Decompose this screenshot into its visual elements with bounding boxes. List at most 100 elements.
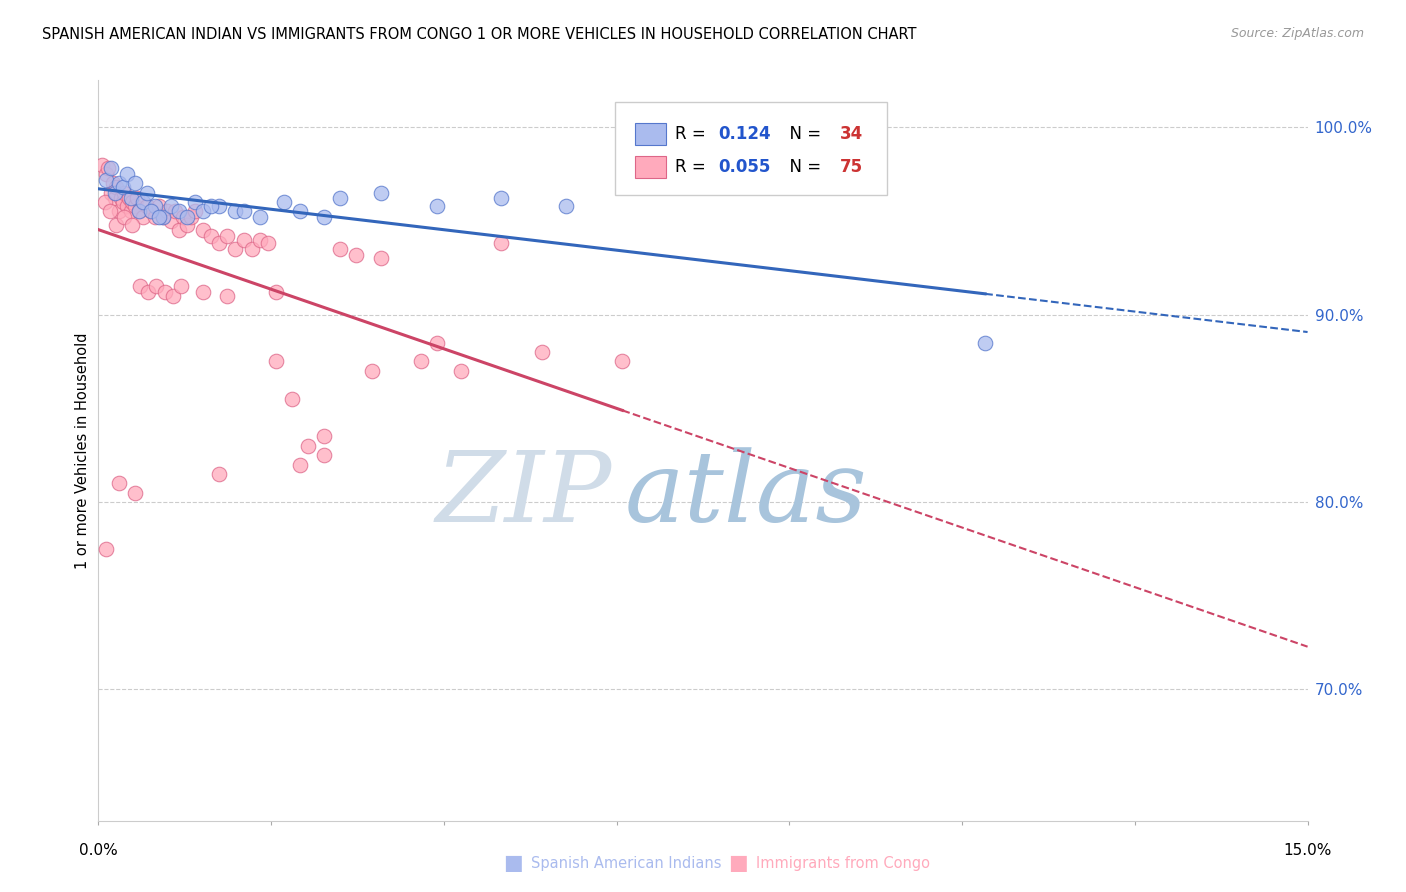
Point — [370, 252, 392, 266]
Point — [115, 199, 138, 213]
Point — [129, 279, 152, 293]
Point — [169, 279, 191, 293]
Point — [224, 242, 246, 256]
Point — [176, 210, 198, 224]
Point — [127, 191, 149, 205]
Point — [974, 335, 997, 350]
Point — [139, 204, 162, 219]
Point — [94, 195, 117, 210]
Point — [152, 210, 174, 224]
Point — [530, 345, 553, 359]
Point — [426, 199, 449, 213]
FancyBboxPatch shape — [636, 156, 665, 178]
Point — [96, 167, 118, 181]
Point — [160, 214, 183, 228]
Point — [128, 204, 150, 219]
Point — [314, 448, 336, 462]
Point — [135, 199, 157, 213]
Point — [180, 210, 202, 224]
Point — [208, 199, 231, 213]
Point — [118, 191, 141, 205]
Point — [555, 199, 578, 213]
Text: N =: N = — [779, 126, 827, 144]
Point — [128, 204, 150, 219]
Point — [97, 161, 120, 176]
Point — [409, 354, 432, 368]
Point — [256, 236, 278, 251]
Point — [314, 210, 336, 224]
Point — [491, 236, 513, 251]
Point — [249, 210, 271, 224]
Point — [176, 218, 198, 232]
Point — [135, 186, 157, 200]
Point — [172, 210, 194, 224]
Point — [120, 191, 142, 205]
Point — [281, 392, 304, 406]
Point — [103, 191, 125, 205]
Point — [145, 279, 167, 293]
Point — [612, 354, 634, 368]
Y-axis label: 1 or more Vehicles in Household: 1 or more Vehicles in Household — [75, 332, 90, 569]
Point — [105, 218, 128, 232]
Point — [112, 210, 135, 224]
Point — [288, 204, 311, 219]
Point — [184, 204, 207, 219]
Point — [163, 204, 186, 219]
Point — [107, 204, 129, 219]
Point — [240, 242, 263, 256]
Point — [100, 161, 122, 176]
Point — [148, 199, 170, 213]
Point — [91, 158, 114, 172]
Point — [112, 186, 135, 200]
Point — [156, 204, 179, 219]
Text: N =: N = — [779, 158, 827, 176]
Text: SPANISH AMERICAN INDIAN VS IMMIGRANTS FROM CONGO 1 OR MORE VEHICLES IN HOUSEHOLD: SPANISH AMERICAN INDIAN VS IMMIGRANTS FR… — [42, 27, 917, 42]
Point — [370, 186, 392, 200]
Point — [329, 242, 352, 256]
Point — [208, 236, 231, 251]
Point — [249, 233, 271, 247]
Text: Immigrants from Congo: Immigrants from Congo — [756, 856, 931, 871]
Point — [153, 285, 176, 299]
Point — [426, 335, 449, 350]
Text: 15.0%: 15.0% — [1284, 843, 1331, 858]
Point — [121, 218, 143, 232]
Point — [184, 195, 207, 210]
Point — [110, 191, 132, 205]
Text: R =: R = — [675, 158, 711, 176]
Point — [121, 195, 143, 210]
Point — [107, 177, 129, 191]
Point — [120, 204, 142, 219]
Point — [138, 285, 160, 299]
Text: 0.124: 0.124 — [718, 126, 772, 144]
Point — [273, 195, 295, 210]
Text: ■: ■ — [503, 854, 523, 873]
Point — [167, 223, 190, 237]
Point — [200, 199, 222, 213]
Point — [101, 177, 124, 191]
Point — [132, 195, 155, 210]
Point — [103, 186, 125, 200]
Point — [491, 191, 513, 205]
Point — [105, 180, 128, 194]
Point — [193, 223, 215, 237]
Point — [100, 186, 122, 200]
Point — [111, 195, 134, 210]
Point — [288, 458, 311, 472]
Text: 0.055: 0.055 — [718, 158, 770, 176]
Point — [111, 180, 134, 194]
Point — [96, 541, 118, 556]
Point — [200, 228, 222, 243]
Point — [139, 204, 162, 219]
Point — [217, 228, 239, 243]
Text: 75: 75 — [839, 158, 863, 176]
Point — [297, 439, 319, 453]
Point — [96, 172, 118, 186]
Text: ■: ■ — [728, 854, 748, 873]
Point — [148, 210, 170, 224]
Point — [314, 429, 336, 443]
Point — [107, 476, 129, 491]
Point — [329, 191, 352, 205]
Point — [124, 485, 146, 500]
Text: Spanish American Indians: Spanish American Indians — [531, 856, 721, 871]
